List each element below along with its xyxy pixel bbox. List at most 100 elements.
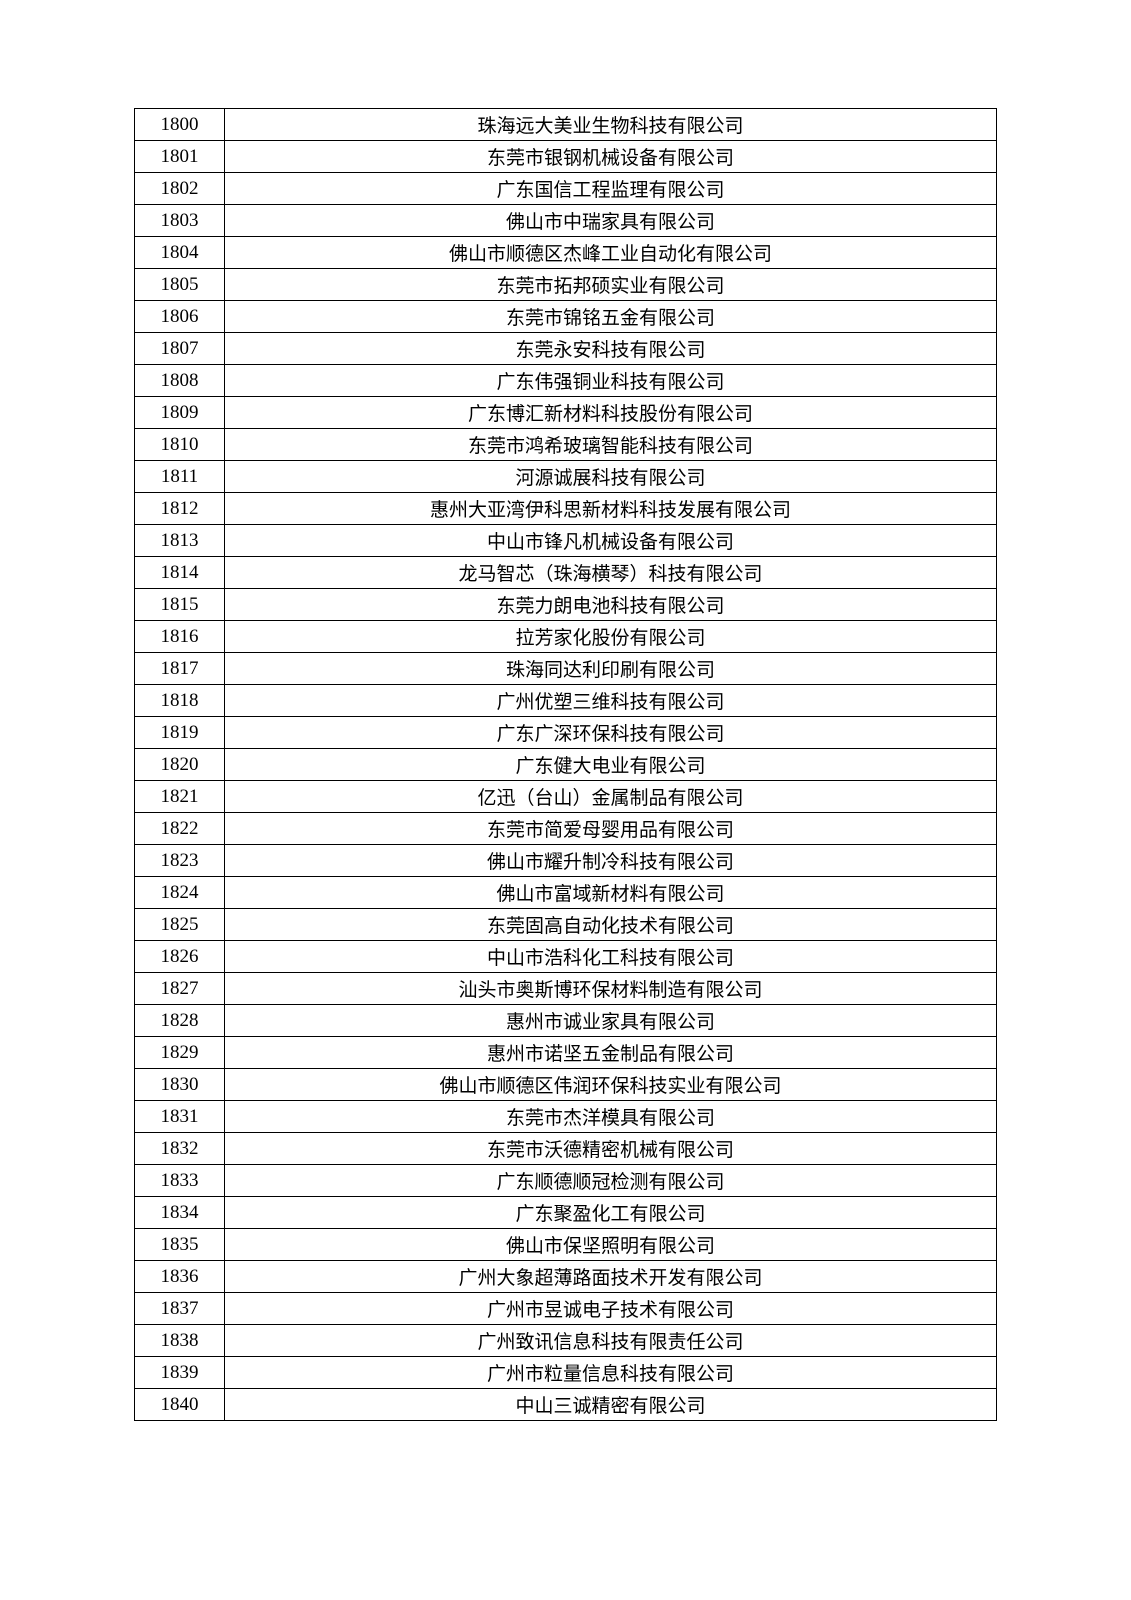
table-body: 1800珠海远大美业生物科技有限公司1801东莞市银钢机械设备有限公司1802广… (135, 109, 997, 1421)
table-row: 1823佛山市耀升制冷科技有限公司 (135, 845, 997, 877)
row-number: 1834 (135, 1197, 225, 1229)
company-name: 广东顺德顺冠检测有限公司 (225, 1165, 997, 1197)
company-name: 广州市昱诚电子技术有限公司 (225, 1293, 997, 1325)
company-name: 佛山市中瑞家具有限公司 (225, 205, 997, 237)
table-row: 1817珠海同达利印刷有限公司 (135, 653, 997, 685)
row-number: 1839 (135, 1357, 225, 1389)
table-row: 1838广州致讯信息科技有限责任公司 (135, 1325, 997, 1357)
table-row: 1813中山市锋凡机械设备有限公司 (135, 525, 997, 557)
row-number: 1826 (135, 941, 225, 973)
table-row: 1840中山三诚精密有限公司 (135, 1389, 997, 1421)
table-row: 1804佛山市顺德区杰峰工业自动化有限公司 (135, 237, 997, 269)
table-row: 1826中山市浩科化工科技有限公司 (135, 941, 997, 973)
row-number: 1827 (135, 973, 225, 1005)
company-name: 东莞市银钢机械设备有限公司 (225, 141, 997, 173)
table-row: 1819广东广深环保科技有限公司 (135, 717, 997, 749)
row-number: 1824 (135, 877, 225, 909)
row-number: 1840 (135, 1389, 225, 1421)
table-row: 1814龙马智芯（珠海横琴）科技有限公司 (135, 557, 997, 589)
row-number: 1811 (135, 461, 225, 493)
table-row: 1830佛山市顺德区伟润环保科技实业有限公司 (135, 1069, 997, 1101)
table-row: 1802广东国信工程监理有限公司 (135, 173, 997, 205)
row-number: 1804 (135, 237, 225, 269)
row-number: 1812 (135, 493, 225, 525)
row-number: 1838 (135, 1325, 225, 1357)
row-number: 1837 (135, 1293, 225, 1325)
table-row: 1831东莞市杰洋模具有限公司 (135, 1101, 997, 1133)
row-number: 1829 (135, 1037, 225, 1069)
row-number: 1835 (135, 1229, 225, 1261)
company-name: 东莞力朗电池科技有限公司 (225, 589, 997, 621)
company-name: 龙马智芯（珠海横琴）科技有限公司 (225, 557, 997, 589)
company-name: 惠州市诚业家具有限公司 (225, 1005, 997, 1037)
company-name: 广州市粒量信息科技有限公司 (225, 1357, 997, 1389)
company-name: 东莞永安科技有限公司 (225, 333, 997, 365)
company-list-table: 1800珠海远大美业生物科技有限公司1801东莞市银钢机械设备有限公司1802广… (134, 108, 997, 1421)
row-number: 1813 (135, 525, 225, 557)
company-name: 广东广深环保科技有限公司 (225, 717, 997, 749)
row-number: 1801 (135, 141, 225, 173)
row-number: 1836 (135, 1261, 225, 1293)
company-name: 广东博汇新材料科技股份有限公司 (225, 397, 997, 429)
table-row: 1809广东博汇新材料科技股份有限公司 (135, 397, 997, 429)
table-row: 1807东莞永安科技有限公司 (135, 333, 997, 365)
company-name: 东莞市拓邦硕实业有限公司 (225, 269, 997, 301)
company-name: 广东聚盈化工有限公司 (225, 1197, 997, 1229)
row-number: 1823 (135, 845, 225, 877)
table-row: 1820广东健大电业有限公司 (135, 749, 997, 781)
company-name: 中山市锋凡机械设备有限公司 (225, 525, 997, 557)
company-name: 惠州市诺坚五金制品有限公司 (225, 1037, 997, 1069)
row-number: 1803 (135, 205, 225, 237)
table-row: 1811河源诚展科技有限公司 (135, 461, 997, 493)
company-name: 广州优塑三维科技有限公司 (225, 685, 997, 717)
table-row: 1801东莞市银钢机械设备有限公司 (135, 141, 997, 173)
table-row: 1834广东聚盈化工有限公司 (135, 1197, 997, 1229)
table-row: 1812惠州大亚湾伊科思新材料科技发展有限公司 (135, 493, 997, 525)
table-row: 1839广州市粒量信息科技有限公司 (135, 1357, 997, 1389)
table-row: 1832东莞市沃德精密机械有限公司 (135, 1133, 997, 1165)
company-name: 珠海同达利印刷有限公司 (225, 653, 997, 685)
table-row: 1808广东伟强铜业科技有限公司 (135, 365, 997, 397)
table-row: 1824佛山市富域新材料有限公司 (135, 877, 997, 909)
row-number: 1802 (135, 173, 225, 205)
row-number: 1821 (135, 781, 225, 813)
company-name: 东莞固高自动化技术有限公司 (225, 909, 997, 941)
row-number: 1816 (135, 621, 225, 653)
row-number: 1810 (135, 429, 225, 461)
company-name: 广东伟强铜业科技有限公司 (225, 365, 997, 397)
row-number: 1817 (135, 653, 225, 685)
company-name: 东莞市鸿希玻璃智能科技有限公司 (225, 429, 997, 461)
row-number: 1814 (135, 557, 225, 589)
row-number: 1825 (135, 909, 225, 941)
table-row: 1815东莞力朗电池科技有限公司 (135, 589, 997, 621)
company-name: 佛山市顺德区杰峰工业自动化有限公司 (225, 237, 997, 269)
row-number: 1830 (135, 1069, 225, 1101)
company-name: 中山三诚精密有限公司 (225, 1389, 997, 1421)
row-number: 1808 (135, 365, 225, 397)
row-number: 1805 (135, 269, 225, 301)
row-number: 1818 (135, 685, 225, 717)
table-row: 1822东莞市简爱母婴用品有限公司 (135, 813, 997, 845)
row-number: 1832 (135, 1133, 225, 1165)
company-name: 佛山市富域新材料有限公司 (225, 877, 997, 909)
table-row: 1836广州大象超薄路面技术开发有限公司 (135, 1261, 997, 1293)
table-row: 1833广东顺德顺冠检测有限公司 (135, 1165, 997, 1197)
company-name: 东莞市简爱母婴用品有限公司 (225, 813, 997, 845)
company-name: 东莞市杰洋模具有限公司 (225, 1101, 997, 1133)
table-row: 1810东莞市鸿希玻璃智能科技有限公司 (135, 429, 997, 461)
row-number: 1806 (135, 301, 225, 333)
company-name: 佛山市耀升制冷科技有限公司 (225, 845, 997, 877)
table-row: 1835佛山市保坚照明有限公司 (135, 1229, 997, 1261)
company-name: 拉芳家化股份有限公司 (225, 621, 997, 653)
company-name: 亿迅（台山）金属制品有限公司 (225, 781, 997, 813)
table-row: 1829惠州市诺坚五金制品有限公司 (135, 1037, 997, 1069)
row-number: 1807 (135, 333, 225, 365)
row-number: 1819 (135, 717, 225, 749)
company-name: 广州致讯信息科技有限责任公司 (225, 1325, 997, 1357)
table-row: 1828惠州市诚业家具有限公司 (135, 1005, 997, 1037)
table-row: 1827汕头市奥斯博环保材料制造有限公司 (135, 973, 997, 1005)
row-number: 1822 (135, 813, 225, 845)
company-name: 惠州大亚湾伊科思新材料科技发展有限公司 (225, 493, 997, 525)
row-number: 1809 (135, 397, 225, 429)
row-number: 1833 (135, 1165, 225, 1197)
